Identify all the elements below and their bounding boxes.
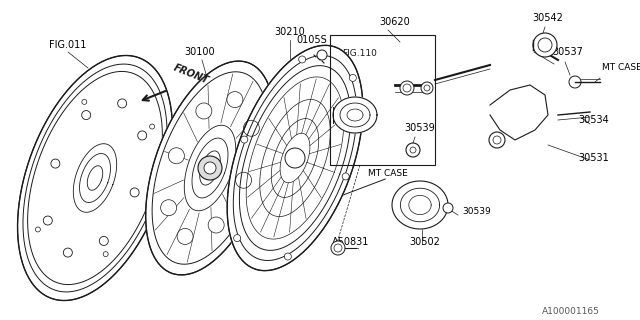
Circle shape — [196, 103, 212, 119]
Text: MT CASE: MT CASE — [602, 63, 640, 73]
Text: 30502: 30502 — [410, 237, 440, 247]
Circle shape — [243, 120, 259, 136]
Text: 30534: 30534 — [579, 115, 609, 125]
Polygon shape — [401, 188, 440, 222]
Polygon shape — [347, 109, 363, 121]
Polygon shape — [227, 45, 363, 271]
Text: 30620: 30620 — [380, 17, 410, 27]
Circle shape — [299, 56, 306, 63]
Circle shape — [177, 228, 193, 244]
Circle shape — [489, 132, 505, 148]
Polygon shape — [409, 196, 431, 215]
Circle shape — [227, 92, 243, 108]
Circle shape — [569, 76, 581, 88]
Circle shape — [241, 136, 248, 143]
Polygon shape — [333, 97, 377, 133]
Circle shape — [410, 147, 416, 153]
Text: 30542: 30542 — [532, 13, 563, 23]
Circle shape — [204, 162, 216, 174]
Polygon shape — [146, 61, 275, 275]
Polygon shape — [17, 55, 172, 300]
Circle shape — [285, 148, 305, 168]
Text: 30531: 30531 — [579, 153, 609, 163]
Circle shape — [533, 33, 557, 57]
Text: FRONT: FRONT — [172, 63, 210, 86]
Circle shape — [334, 244, 342, 252]
Circle shape — [406, 143, 420, 157]
Bar — [330, 35, 435, 165]
Polygon shape — [490, 85, 548, 140]
Circle shape — [82, 111, 91, 120]
Circle shape — [538, 38, 552, 52]
Circle shape — [103, 252, 108, 257]
Text: 30539: 30539 — [462, 207, 491, 217]
Circle shape — [421, 82, 433, 94]
Circle shape — [317, 50, 327, 60]
Circle shape — [403, 84, 411, 92]
Text: 0105S: 0105S — [296, 35, 328, 45]
Circle shape — [168, 148, 184, 164]
Circle shape — [150, 124, 155, 129]
Circle shape — [118, 99, 127, 108]
Circle shape — [198, 156, 222, 180]
Text: FIG.110: FIG.110 — [342, 49, 377, 58]
Circle shape — [236, 172, 252, 188]
Circle shape — [138, 131, 147, 140]
Circle shape — [443, 203, 453, 213]
Text: 30537: 30537 — [552, 47, 584, 57]
Circle shape — [82, 100, 87, 104]
Text: A100001165: A100001165 — [542, 308, 600, 316]
Circle shape — [161, 200, 177, 216]
Circle shape — [35, 227, 40, 232]
Circle shape — [424, 85, 430, 91]
Polygon shape — [340, 103, 370, 127]
Text: 30210: 30210 — [275, 27, 305, 37]
Text: MT CASE: MT CASE — [368, 169, 408, 178]
Circle shape — [400, 81, 414, 95]
Circle shape — [63, 248, 72, 257]
Circle shape — [234, 235, 241, 242]
Circle shape — [349, 75, 356, 81]
Polygon shape — [392, 181, 448, 229]
Text: FIG.011: FIG.011 — [49, 40, 86, 50]
Circle shape — [130, 188, 139, 197]
Text: A50831: A50831 — [332, 237, 369, 247]
Circle shape — [208, 217, 224, 233]
Text: 30100: 30100 — [185, 47, 215, 57]
Circle shape — [284, 253, 291, 260]
Circle shape — [44, 216, 52, 225]
Circle shape — [51, 159, 60, 168]
Text: 30539: 30539 — [404, 123, 435, 133]
Circle shape — [493, 136, 501, 144]
Circle shape — [331, 241, 345, 255]
Circle shape — [99, 236, 108, 245]
Circle shape — [342, 173, 349, 180]
